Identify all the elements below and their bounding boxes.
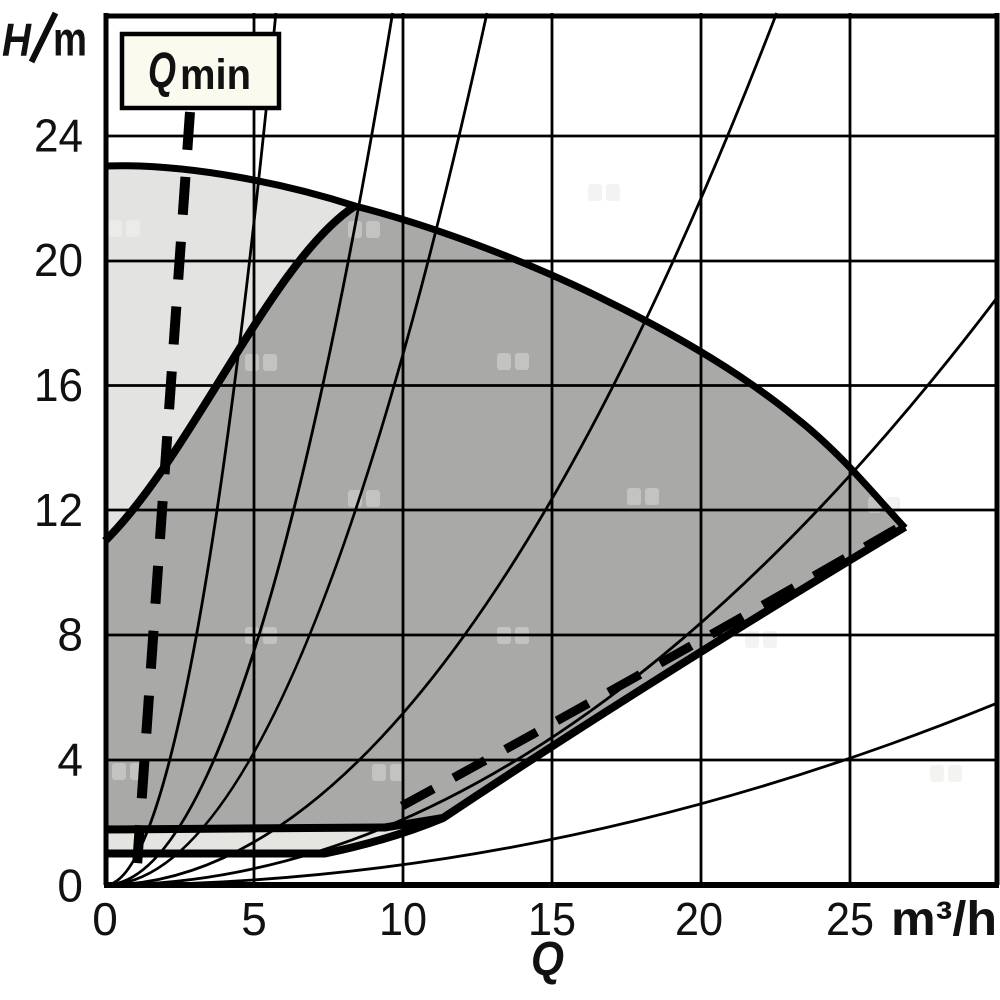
- svg-text:10: 10: [379, 893, 427, 945]
- svg-text:24: 24: [34, 110, 83, 162]
- svg-text:Q: Q: [148, 42, 176, 98]
- svg-text:Q: Q: [531, 933, 564, 986]
- svg-text:m³/h: m³/h: [891, 893, 997, 946]
- svg-text:20: 20: [34, 234, 83, 286]
- svg-text:H: H: [2, 14, 32, 66]
- svg-text:0: 0: [57, 860, 83, 912]
- svg-text:16: 16: [34, 359, 83, 411]
- svg-text:20: 20: [675, 893, 723, 945]
- svg-text:8: 8: [57, 609, 83, 661]
- svg-text:15: 15: [528, 893, 576, 945]
- svg-text:min: min: [180, 51, 251, 99]
- svg-text:0: 0: [92, 893, 118, 945]
- svg-text:4: 4: [57, 734, 83, 786]
- svg-text:25: 25: [826, 893, 874, 945]
- svg-text:m: m: [53, 14, 87, 67]
- svg-text:5: 5: [241, 893, 267, 945]
- svg-text:12: 12: [34, 484, 83, 536]
